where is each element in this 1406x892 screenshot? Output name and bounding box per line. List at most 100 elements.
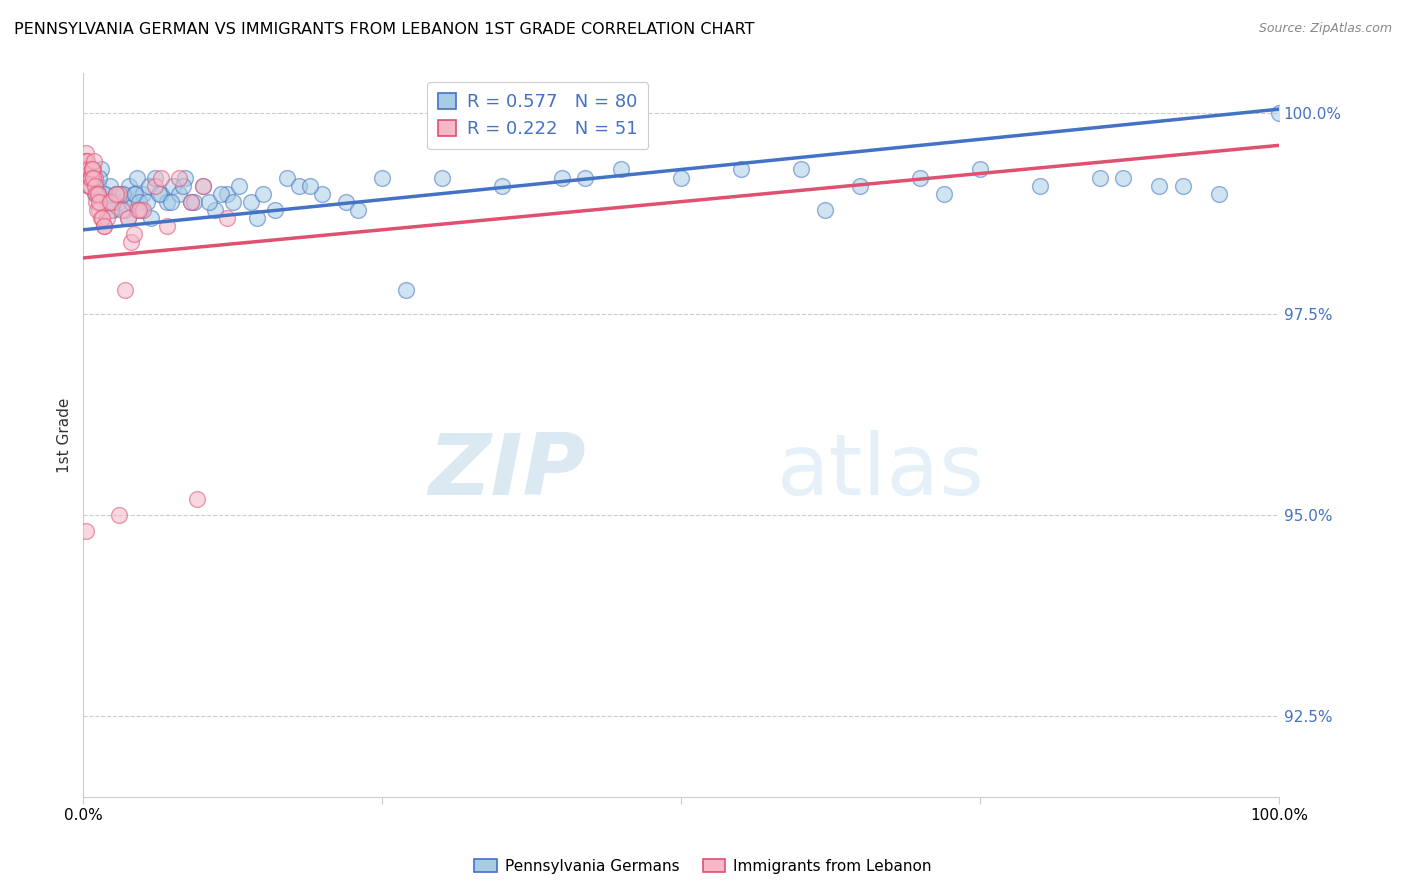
- Point: [96, 194, 118, 209]
- Point: [430, 170, 453, 185]
- Point: [550, 170, 572, 185]
- Point: [84, 186, 107, 201]
- Point: [730, 162, 752, 177]
- Point: [98, 194, 121, 209]
- Point: [100, 202, 122, 217]
- Point: [84, 170, 107, 185]
- Point: [335, 194, 357, 209]
- Point: [120, 194, 142, 209]
- Point: [162, 178, 184, 193]
- Point: [1208, 186, 1230, 201]
- Point: [148, 186, 170, 201]
- Point: [159, 194, 181, 209]
- Y-axis label: 1st Grade: 1st Grade: [58, 397, 72, 473]
- Point: [204, 202, 226, 217]
- Point: [118, 178, 141, 193]
- Point: [969, 162, 991, 177]
- Point: [276, 170, 298, 185]
- Point: [75, 154, 97, 169]
- Point: [813, 202, 835, 217]
- Point: [76, 162, 98, 177]
- Point: [191, 178, 214, 193]
- Point: [89, 194, 111, 209]
- Point: [143, 178, 166, 193]
- Legend: Pennsylvania Germans, Immigrants from Lebanon: Pennsylvania Germans, Immigrants from Le…: [468, 853, 938, 880]
- Point: [90, 211, 112, 225]
- Point: [172, 178, 194, 193]
- Point: [79, 170, 101, 185]
- Point: [86, 202, 108, 217]
- Point: [215, 211, 238, 225]
- Point: [94, 186, 117, 201]
- Point: [108, 186, 131, 201]
- Point: [108, 508, 131, 523]
- Point: [183, 194, 205, 209]
- Point: [124, 186, 146, 201]
- Point: [491, 178, 513, 193]
- Point: [1173, 178, 1195, 193]
- Point: [80, 170, 103, 185]
- Point: [114, 202, 136, 217]
- Point: [86, 194, 108, 209]
- Point: [108, 194, 131, 209]
- Point: [1149, 178, 1171, 193]
- Point: [1029, 178, 1052, 193]
- Point: [610, 162, 633, 177]
- Text: PENNSYLVANIA GERMAN VS IMMIGRANTS FROM LEBANON 1ST GRADE CORRELATION CHART: PENNSYLVANIA GERMAN VS IMMIGRANTS FROM L…: [14, 22, 755, 37]
- Point: [101, 202, 124, 217]
- Point: [228, 178, 250, 193]
- Point: [82, 162, 104, 177]
- Point: [246, 211, 269, 225]
- Point: [96, 211, 118, 225]
- Point: [167, 186, 190, 201]
- Point: [105, 186, 128, 201]
- Point: [186, 492, 208, 507]
- Point: [209, 186, 232, 201]
- Text: atlas: atlas: [776, 430, 984, 513]
- Point: [86, 178, 108, 193]
- Point: [222, 194, 245, 209]
- Text: ZIP: ZIP: [427, 430, 585, 513]
- Point: [98, 178, 121, 193]
- Point: [129, 202, 152, 217]
- Point: [90, 211, 112, 225]
- Point: [84, 186, 107, 201]
- Point: [73, 162, 96, 177]
- Point: [114, 283, 136, 297]
- Point: [574, 170, 596, 185]
- Point: [174, 170, 197, 185]
- Point: [395, 283, 418, 297]
- Point: [110, 186, 132, 201]
- Point: [82, 170, 104, 185]
- Text: Source: ZipAtlas.com: Source: ZipAtlas.com: [1258, 22, 1392, 36]
- Point: [141, 211, 163, 225]
- Point: [117, 211, 139, 225]
- Point: [75, 146, 97, 161]
- Point: [143, 170, 166, 185]
- Point: [76, 154, 98, 169]
- Point: [180, 194, 202, 209]
- Point: [80, 162, 103, 177]
- Point: [132, 186, 155, 201]
- Point: [198, 194, 221, 209]
- Point: [252, 186, 274, 201]
- Point: [82, 162, 104, 177]
- Point: [138, 178, 160, 193]
- Point: [87, 186, 110, 201]
- Point: [1268, 106, 1291, 120]
- Point: [934, 186, 956, 201]
- Point: [93, 186, 115, 201]
- Point: [1112, 170, 1135, 185]
- Point: [77, 162, 100, 177]
- Point: [128, 202, 150, 217]
- Point: [77, 178, 100, 193]
- Point: [263, 202, 285, 217]
- Point: [287, 178, 309, 193]
- Point: [110, 202, 132, 217]
- Point: [910, 170, 932, 185]
- Point: [75, 524, 97, 539]
- Point: [117, 211, 139, 225]
- Point: [90, 162, 112, 177]
- Point: [77, 178, 100, 193]
- Point: [127, 202, 149, 217]
